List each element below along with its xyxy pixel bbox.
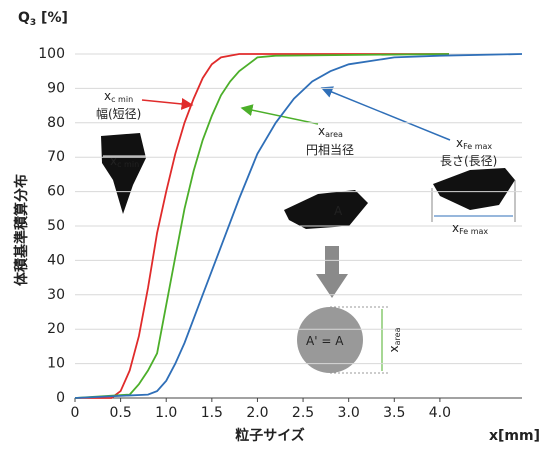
- y-tick-label: 10: [47, 356, 65, 372]
- y-label-rest: [%]: [36, 10, 68, 26]
- annotation-text: 幅(短径): [96, 106, 141, 121]
- y-tick-label: 60: [47, 184, 65, 200]
- annotation-text: x: [387, 345, 401, 352]
- y-tick-label: 70: [47, 149, 65, 165]
- x-tick-label: 2.0: [246, 405, 268, 421]
- illustrations: [101, 86, 516, 374]
- y-tick-label: 20: [47, 321, 65, 337]
- particle: [284, 190, 368, 229]
- annotation-sub: area: [393, 327, 402, 345]
- annotation-sub: area: [325, 130, 343, 139]
- annotation: 円相当径: [306, 143, 354, 157]
- arrow: [320, 86, 451, 141]
- annotation: xc min: [110, 154, 139, 169]
- y-tick-label: 80: [47, 115, 65, 131]
- x-unit: x[mm]: [489, 428, 540, 444]
- y-tick-label: 30: [47, 287, 65, 303]
- annotation-sub: Fe max: [463, 142, 492, 151]
- annotation-text: A: [334, 204, 343, 218]
- annotation-text: x: [452, 221, 459, 235]
- y-tick-label: 40: [47, 252, 65, 268]
- line: [74, 53, 523, 399]
- annotation: xarea: [318, 124, 343, 139]
- annotation: xarea: [387, 327, 402, 352]
- annotation-text: x: [456, 136, 463, 150]
- annotation-text: A' = A: [306, 334, 344, 348]
- annotation-text: x: [104, 89, 111, 103]
- x-tick-label: 3.0: [338, 405, 360, 421]
- y-label: Q3 [%]: [18, 10, 68, 28]
- particle: [101, 133, 146, 214]
- y-label-sub: 3: [30, 18, 36, 28]
- annotation-text: x: [110, 154, 117, 168]
- y-tick-label: 90: [47, 80, 65, 96]
- annotation: xFe max: [452, 221, 488, 236]
- annotation-sub: Fe max: [459, 227, 488, 236]
- y-tick-label: 0: [56, 390, 65, 406]
- particle: [433, 168, 515, 210]
- annotation: xFe max: [456, 136, 492, 151]
- annotation-sub: c min: [111, 95, 133, 104]
- annotation-text: x: [318, 124, 325, 138]
- annotation: A' = A: [306, 334, 344, 348]
- annotation-text: 円相当径: [306, 143, 354, 157]
- circle: [297, 307, 363, 373]
- annotation: xc min: [104, 89, 133, 104]
- x-tick-label: 3.5: [383, 405, 405, 421]
- annotation-sub: c min: [117, 160, 139, 169]
- down-arrow: [316, 246, 348, 298]
- x-axis-title: 粒子サイズ: [235, 427, 305, 444]
- annotation-text: 長さ(長径): [440, 154, 497, 168]
- y-axis-title: 体積基準積算分布: [13, 174, 30, 286]
- line: [74, 53, 450, 399]
- x-tick-label: 2.5: [292, 405, 314, 421]
- y-label-main: Q: [18, 10, 30, 26]
- annotation: 幅(短径): [96, 106, 141, 121]
- line: [75, 53, 449, 399]
- y-tick-label: 50: [47, 218, 65, 234]
- annotation: 長さ(長径): [440, 154, 497, 168]
- y-tick-label: 100: [38, 46, 65, 62]
- arrow: [141, 97, 194, 110]
- x-tick-label: 1.0: [155, 405, 177, 421]
- annotation: A: [334, 204, 343, 218]
- x-tick-label: 1.5: [201, 405, 223, 421]
- x-tick-label: 0.5: [109, 405, 131, 421]
- x-tick-label: 0: [71, 405, 80, 421]
- x-tick-label: 4.0: [429, 405, 451, 421]
